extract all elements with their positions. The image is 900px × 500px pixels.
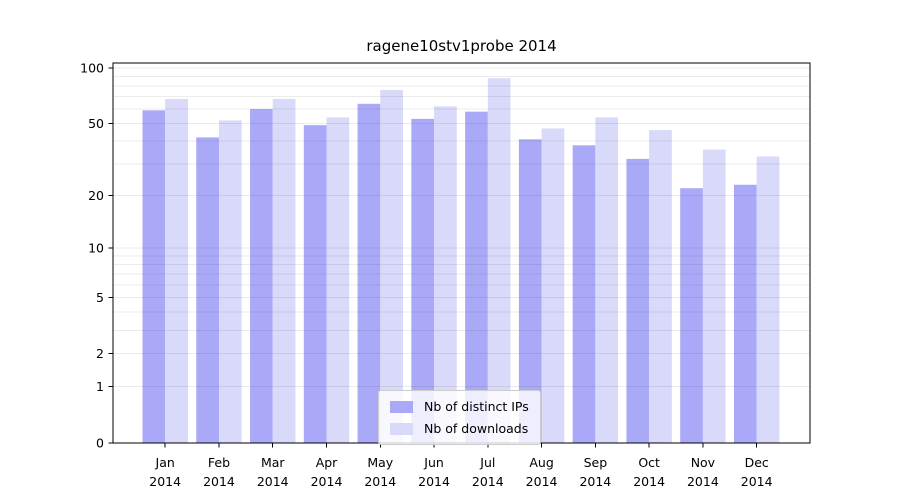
x-axis-tick-label-month: Sep <box>584 455 608 470</box>
x-axis-tick-label-month: Mar <box>261 455 285 470</box>
x-axis-tick-label-year: 2014 <box>633 474 665 489</box>
x-axis-tick-label-month: Jun <box>423 455 444 470</box>
bar-distinct-ips-jan <box>142 110 166 444</box>
bar-distinct-ips-oct <box>626 158 650 443</box>
chart-title: ragene10stv1probe 2014 <box>366 37 557 55</box>
x-axis-tick-label-year: 2014 <box>418 474 450 489</box>
y-axis-tick-label: 10 <box>88 241 104 256</box>
bar-distinct-ips-aug <box>518 139 542 444</box>
bar-distinct-ips-nov <box>680 188 703 443</box>
bar-distinct-ips-mar <box>250 108 273 444</box>
bar-downloads-may <box>380 90 403 443</box>
bar-downloads-sep <box>595 117 619 443</box>
y-axis-tick-label: 100 <box>80 60 104 75</box>
x-axis-tick-label-year: 2014 <box>149 474 181 489</box>
x-axis-tick-label-month: Aug <box>529 455 553 470</box>
x-axis-tick-label-month: Oct <box>638 455 660 470</box>
x-axis-tick-label-year: 2014 <box>203 474 235 489</box>
y-axis-tick-label: 50 <box>88 116 104 131</box>
x-axis-tick-label-year: 2014 <box>579 474 611 489</box>
legend: Nb of distinct IPs Nb of downloads <box>378 390 541 445</box>
y-axis-tick-label: 1 <box>96 379 104 394</box>
bar-distinct-ips-dec <box>733 184 757 443</box>
bar-distinct-ips-sep <box>572 145 596 443</box>
bar-downloads-aug <box>541 128 565 443</box>
x-axis-tick-label-year: 2014 <box>472 474 504 489</box>
x-axis-tick-label-month: Apr <box>316 455 338 470</box>
legend-item-downloads: Nb of downloads <box>390 419 529 438</box>
bar-downloads-jun <box>434 106 457 443</box>
bar-downloads-apr <box>326 117 350 443</box>
x-axis-tick-label-month: May <box>367 455 393 470</box>
x-axis-tick-label-month: Jan <box>155 455 175 470</box>
y-axis-tick-label: 5 <box>96 290 104 305</box>
legend-label-downloads: Nb of downloads <box>424 421 529 436</box>
bar-distinct-ips-apr <box>303 125 327 443</box>
bar-distinct-ips-jun <box>411 118 435 443</box>
x-axis-tick-label-year: 2014 <box>687 474 719 489</box>
bar-downloads-dec <box>756 156 780 443</box>
bar-downloads-jan <box>165 98 188 444</box>
x-axis-tick-label-year: 2014 <box>257 474 289 489</box>
x-axis-tick-label-year: 2014 <box>364 474 396 489</box>
x-axis-tick-label-year: 2014 <box>526 474 558 489</box>
legend-swatch-downloads <box>390 422 413 435</box>
x-axis-tick-label-month: Feb <box>208 455 230 470</box>
bar-downloads-jul <box>487 78 511 443</box>
x-axis-tick-label-year: 2014 <box>741 474 773 489</box>
x-axis-tick-label-month: Jul <box>479 455 495 470</box>
y-axis-tick-label: 0 <box>96 436 104 451</box>
legend-swatch-distinct-ips <box>390 400 413 413</box>
legend-item-distinct-ips: Nb of distinct IPs <box>390 397 529 416</box>
bar-distinct-ips-feb <box>196 137 219 443</box>
x-axis-tick-label-month: Nov <box>691 455 716 470</box>
bar-downloads-nov <box>702 149 726 443</box>
y-axis-tick-label: 20 <box>88 188 104 203</box>
x-axis-tick-label-month: Dec <box>745 455 769 470</box>
y-axis-tick-label: 2 <box>96 346 104 361</box>
bar-distinct-ips-jul <box>465 111 488 444</box>
bar-downloads-oct <box>649 130 672 443</box>
bar-distinct-ips-may <box>357 103 381 444</box>
x-axis-tick-label-year: 2014 <box>311 474 343 489</box>
bar-downloads-feb <box>218 120 242 443</box>
bar-downloads-mar <box>272 98 296 444</box>
legend-label-distinct-ips: Nb of distinct IPs <box>424 399 529 414</box>
